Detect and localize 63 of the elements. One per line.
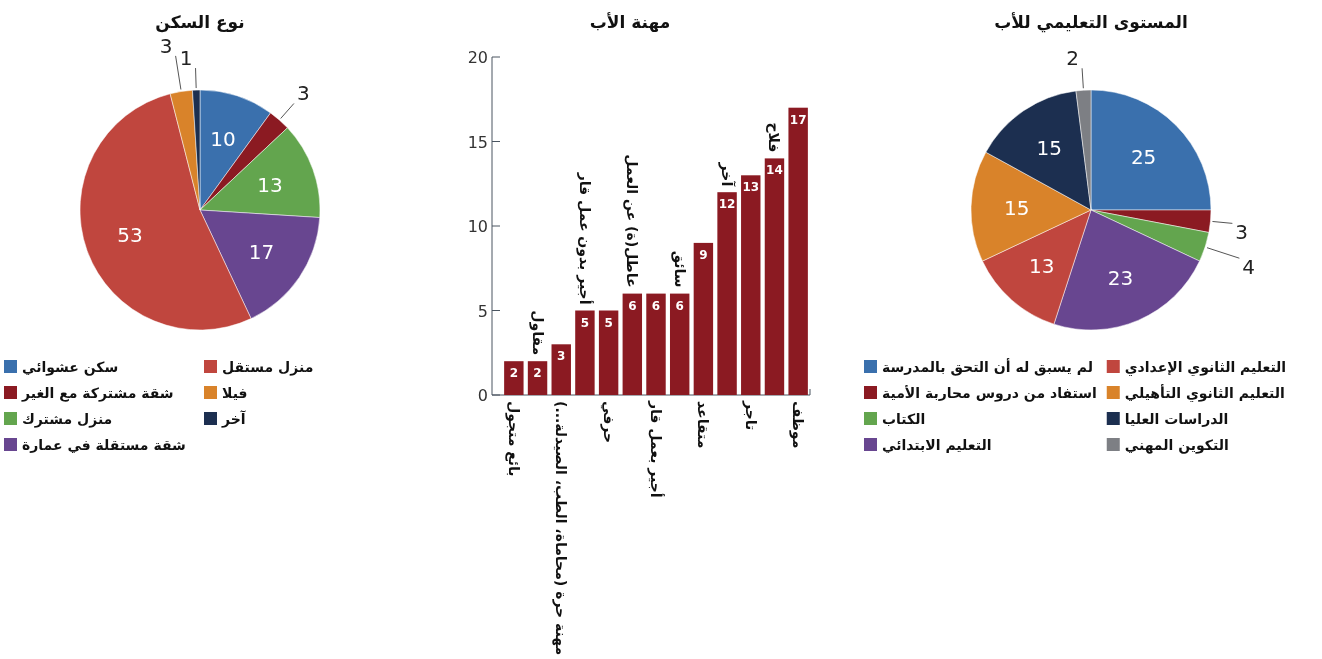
- data-label: 2: [533, 366, 542, 381]
- y-tick-label: 20: [467, 48, 488, 67]
- data-label: 17: [248, 239, 275, 264]
- chart-title: مهنة الأب: [589, 12, 671, 33]
- legend-label: منزل مشترك: [22, 411, 113, 428]
- legend-label: لم يسبق له أن التحق بالمدرسة: [882, 358, 1093, 376]
- y-tick-label: 5: [477, 301, 488, 321]
- data-label: 4: [1242, 255, 1256, 280]
- data-label: 25: [1130, 145, 1157, 170]
- data-label: 6: [628, 298, 637, 313]
- data-label: 13: [742, 180, 760, 195]
- data-label: 2: [509, 366, 519, 381]
- data-label: 15: [1003, 195, 1030, 220]
- y-tick-label: 0: [477, 386, 488, 405]
- data-label: 9: [699, 247, 708, 262]
- data-label: 17: [789, 112, 807, 127]
- data-label: 10: [210, 127, 236, 152]
- legend-label: شقة مشتركة مع الغير: [21, 385, 174, 402]
- data-label: 15: [1036, 136, 1062, 161]
- x-tick-label: فلاح: [766, 122, 783, 153]
- data-label: 23: [1107, 266, 1134, 291]
- x-tick-label: آخر: [718, 161, 737, 188]
- data-label: 1: [179, 46, 193, 71]
- x-tick-label: مقاول: [528, 310, 546, 356]
- data-label: 6: [675, 298, 684, 313]
- data-label: 2: [1066, 46, 1080, 71]
- x-tick-label: أجير بدون عمل قار: [575, 171, 594, 305]
- y-tick-label: 10: [467, 217, 488, 236]
- data-label: 5: [580, 315, 590, 330]
- legend-label: الدراسات العليا: [1124, 411, 1229, 427]
- x-tick-label: بائع متجول: [504, 401, 522, 477]
- legend-label: سكن عشوائي: [22, 359, 119, 376]
- x-tick-label: سائق: [670, 250, 688, 288]
- x-tick-label: متقاعد: [695, 401, 712, 449]
- data-label: 3: [296, 81, 310, 106]
- x-tick-label: تاجر: [741, 400, 759, 431]
- data-label: 3: [1235, 220, 1249, 245]
- legend-label: التعليم الثانوي الإعدادي: [1124, 359, 1287, 377]
- x-tick-label: أجير بعمل قار: [647, 400, 665, 498]
- data-label: 12: [718, 197, 736, 212]
- data-label: 53: [117, 223, 143, 248]
- data-label: 5: [604, 315, 613, 330]
- data-label: 3: [159, 33, 173, 58]
- x-tick-label: عاطل(ة) عن العمل: [623, 154, 641, 288]
- legend-label: منزل مستقل: [222, 359, 314, 376]
- legend-label: التعليم الثانوي التأهيلي: [1124, 384, 1285, 403]
- chart-title: المستوى التعليمي للأب: [994, 12, 1188, 33]
- legend-label: التعليم الابتدائي: [882, 437, 992, 454]
- data-label: 3: [557, 349, 566, 364]
- data-label: 14: [766, 163, 783, 178]
- legend-label: فيلا: [222, 385, 248, 401]
- x-tick-label: مهنة حرة (محاماة، الطب، الصيدلة...): [552, 401, 570, 656]
- legend-label: الكتاب: [882, 411, 926, 427]
- data-label: 13: [257, 172, 283, 197]
- x-tick-label: موظف: [789, 401, 807, 449]
- x-tick-label: حرفي: [599, 401, 617, 444]
- legend-label: التكوين المهني: [1124, 437, 1229, 454]
- data-label: 6: [651, 298, 661, 313]
- data-label: 13: [1029, 253, 1055, 278]
- y-tick-label: 15: [467, 132, 488, 152]
- chart-title: نوع السكن: [155, 12, 245, 33]
- legend-label: شقة مستقلة في عمارة: [22, 437, 186, 454]
- legend-label: استفاد من دروس محاربة الأمية: [882, 385, 1097, 402]
